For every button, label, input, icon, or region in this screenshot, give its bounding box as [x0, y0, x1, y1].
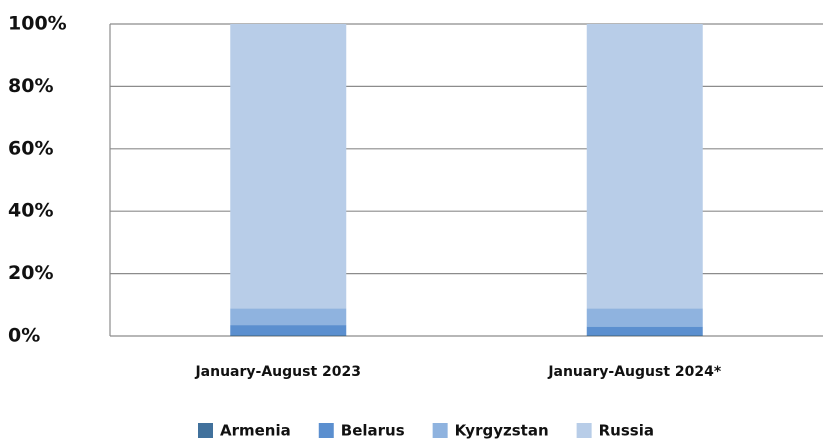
- x-tick-label: January-August 2023: [194, 364, 361, 380]
- bar-segment: [230, 24, 347, 309]
- x-tick-label: January-August 2024*: [547, 364, 722, 380]
- legend-swatch: [576, 423, 592, 438]
- y-tick-label: 0%: [8, 325, 40, 347]
- y-tick-label: 100%: [8, 13, 67, 35]
- legend-swatch: [198, 423, 213, 438]
- y-tick-label: 20%: [8, 262, 53, 284]
- bar-segment: [586, 326, 703, 336]
- bar-segment: [586, 24, 703, 309]
- y-tick-label: 80%: [8, 75, 53, 97]
- bar-segment: [230, 308, 347, 326]
- legend-label: Belarus: [341, 422, 405, 440]
- bar-segment: [230, 325, 347, 336]
- legend-swatch: [318, 423, 334, 438]
- legend-label: Armenia: [220, 422, 291, 440]
- bar-segment: [586, 308, 703, 327]
- legend-swatch: [432, 423, 448, 438]
- bar-segment: [230, 335, 347, 336]
- legend-label: Kyrgyzstan: [455, 422, 549, 440]
- y-tick-label: 60%: [8, 137, 53, 159]
- y-tick-label: 40%: [8, 200, 53, 222]
- legend-label: Russia: [599, 422, 654, 440]
- bar-segment: [586, 335, 703, 336]
